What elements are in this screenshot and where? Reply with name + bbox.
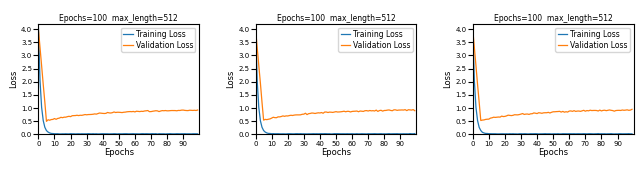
Training Loss bbox=[194, 133, 202, 135]
Y-axis label: Loss: Loss bbox=[444, 70, 452, 88]
Validation Loss bbox=[469, 28, 477, 30]
Validation Loss bbox=[501, 115, 509, 118]
Validation Loss bbox=[131, 111, 139, 113]
Training Loss bbox=[188, 133, 195, 135]
Validation Loss bbox=[188, 109, 195, 112]
Validation Loss bbox=[291, 114, 298, 116]
Validation Loss bbox=[67, 116, 74, 118]
Legend: Training Loss, Validation Loss: Training Loss, Validation Loss bbox=[339, 28, 413, 52]
Training Loss bbox=[404, 133, 412, 135]
Training Loss bbox=[514, 133, 522, 135]
Validation Loss bbox=[260, 119, 268, 121]
Title: Epochs=100  max_length=512: Epochs=100 max_length=512 bbox=[60, 14, 178, 23]
Validation Loss bbox=[477, 119, 484, 122]
Validation Loss bbox=[118, 112, 126, 114]
Line: Validation Loss: Validation Loss bbox=[473, 29, 632, 121]
Validation Loss bbox=[284, 115, 292, 117]
Y-axis label: Loss: Loss bbox=[9, 70, 18, 88]
Training Loss bbox=[182, 133, 190, 135]
Title: Epochs=100  max_length=512: Epochs=100 max_length=512 bbox=[276, 14, 396, 23]
Training Loss bbox=[411, 132, 419, 135]
Training Loss bbox=[335, 133, 343, 135]
Validation Loss bbox=[35, 28, 42, 30]
Legend: Training Loss, Validation Loss: Training Loss, Validation Loss bbox=[556, 28, 630, 52]
Validation Loss bbox=[508, 114, 515, 117]
Validation Loss bbox=[335, 111, 343, 113]
Line: Training Loss: Training Loss bbox=[38, 26, 198, 134]
Training Loss bbox=[129, 133, 137, 135]
Line: Validation Loss: Validation Loss bbox=[38, 29, 198, 121]
Training Loss bbox=[252, 25, 259, 28]
Training Loss bbox=[327, 133, 335, 135]
Title: Epochs=100  max_length=512: Epochs=100 max_length=512 bbox=[494, 14, 612, 23]
Validation Loss bbox=[348, 110, 356, 113]
Line: Training Loss: Training Loss bbox=[473, 26, 632, 134]
Validation Loss bbox=[43, 120, 51, 123]
Validation Loss bbox=[194, 109, 202, 111]
Training Loss bbox=[35, 25, 42, 28]
Legend: Training Loss, Validation Loss: Training Loss, Validation Loss bbox=[121, 28, 195, 52]
Validation Loss bbox=[565, 110, 573, 112]
Training Loss bbox=[400, 133, 408, 135]
Training Loss bbox=[506, 133, 513, 135]
Validation Loss bbox=[252, 28, 259, 30]
Training Loss bbox=[116, 133, 124, 135]
Training Loss bbox=[72, 133, 79, 135]
Validation Loss bbox=[400, 109, 408, 111]
Training Loss bbox=[154, 133, 161, 135]
Validation Loss bbox=[617, 109, 625, 112]
Training Loss bbox=[65, 133, 73, 135]
Validation Loss bbox=[411, 110, 419, 112]
Training Loss bbox=[552, 133, 560, 135]
Validation Loss bbox=[182, 109, 190, 112]
Line: Validation Loss: Validation Loss bbox=[255, 29, 415, 120]
X-axis label: Epochs: Epochs bbox=[321, 148, 351, 157]
X-axis label: Epochs: Epochs bbox=[104, 148, 134, 157]
Training Loss bbox=[499, 133, 507, 135]
Validation Loss bbox=[621, 109, 629, 111]
Training Loss bbox=[565, 133, 573, 135]
Training Loss bbox=[628, 133, 636, 135]
Training Loss bbox=[348, 133, 356, 135]
Validation Loss bbox=[73, 114, 81, 116]
Training Loss bbox=[282, 133, 290, 135]
Validation Loss bbox=[628, 108, 636, 110]
Line: Training Loss: Training Loss bbox=[255, 26, 415, 134]
Training Loss bbox=[289, 133, 296, 135]
Validation Loss bbox=[552, 111, 560, 113]
Y-axis label: Loss: Loss bbox=[227, 70, 236, 88]
X-axis label: Epochs: Epochs bbox=[538, 148, 568, 157]
Training Loss bbox=[469, 25, 477, 28]
Training Loss bbox=[617, 133, 625, 135]
Training Loss bbox=[621, 133, 629, 135]
Validation Loss bbox=[404, 109, 412, 111]
